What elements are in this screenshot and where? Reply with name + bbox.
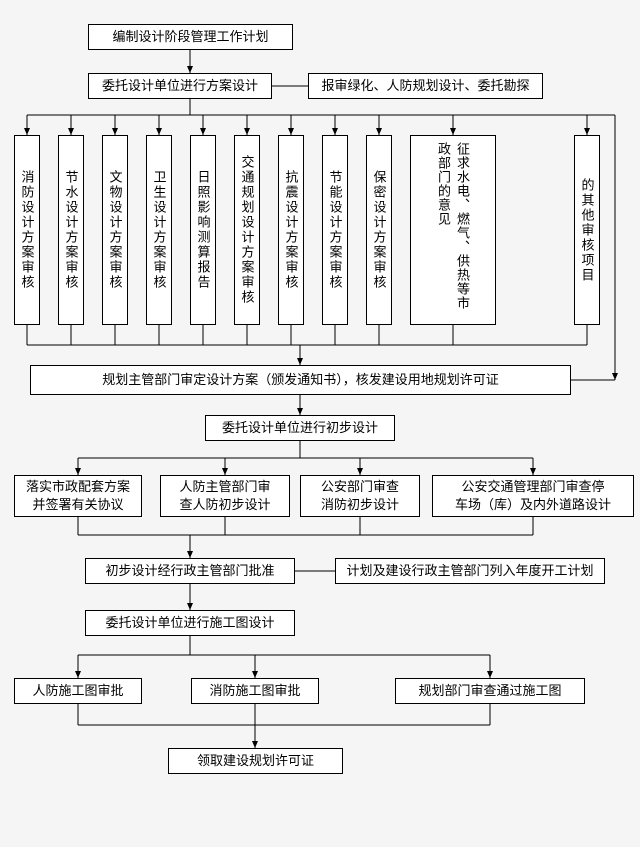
vnode-secrecy: 保密设计方案审核 bbox=[366, 135, 392, 325]
node-civildef: 人防主管部门审查人防初步设计 bbox=[160, 475, 290, 517]
vnode-traffic: 交通规划设计方案审核 bbox=[234, 135, 260, 325]
node-public-fire: 公安部门审查消防初步设计 bbox=[300, 475, 420, 517]
node-traffic-review: 公安交通管理部门审查停车场（库）及内外道路设计 bbox=[432, 475, 634, 517]
node-report-greening: 报审绿化、人防规划设计、委托勘探 bbox=[308, 73, 543, 99]
node-civildef-drawing: 人防施工图审批 bbox=[14, 678, 142, 704]
node-plan: 编制设计阶段管理工作计划 bbox=[88, 24, 293, 50]
node-planning-drawing: 规划部门审查通过施工图 bbox=[395, 678, 585, 704]
node-preliminary-design: 委托设计单位进行初步设计 bbox=[205, 415, 395, 441]
vnode-sunlight: 日照影响测算报告 bbox=[190, 135, 216, 325]
vnode-seismic: 抗震设计方案审核 bbox=[278, 135, 304, 325]
node-construction-drawing: 委托设计单位进行施工图设计 bbox=[85, 610, 295, 636]
vnode-water: 节水设计方案审核 bbox=[58, 135, 84, 325]
node-planning-approval: 规划主管部门审定设计方案（颁发通知书），核发建设用地规划许可证 bbox=[30, 365, 571, 395]
vnode-other: 的其他审核项目 bbox=[574, 135, 600, 325]
node-admin-approval: 初步设计经行政主管部门批准 bbox=[85, 558, 295, 584]
node-permit: 领取建设规划许可证 bbox=[168, 748, 343, 774]
vnode-utilities: 征求水电︑燃气︑供热等市政部门的意见 bbox=[410, 135, 496, 325]
vnode-health: 卫生设计方案审核 bbox=[146, 135, 172, 325]
vnode-energy: 节能设计方案审核 bbox=[322, 135, 348, 325]
vnode-heritage: 文物设计方案审核 bbox=[102, 135, 128, 325]
node-fire-drawing: 消防施工图审批 bbox=[191, 678, 319, 704]
vnode-fire: 消防设计方案审核 bbox=[14, 135, 40, 325]
node-annual-plan: 计划及建设行政主管部门列入年度开工计划 bbox=[335, 558, 605, 584]
node-municipal: 落实市政配套方案并签署有关协议 bbox=[14, 475, 142, 517]
node-entrust-scheme: 委托设计单位进行方案设计 bbox=[88, 73, 272, 99]
